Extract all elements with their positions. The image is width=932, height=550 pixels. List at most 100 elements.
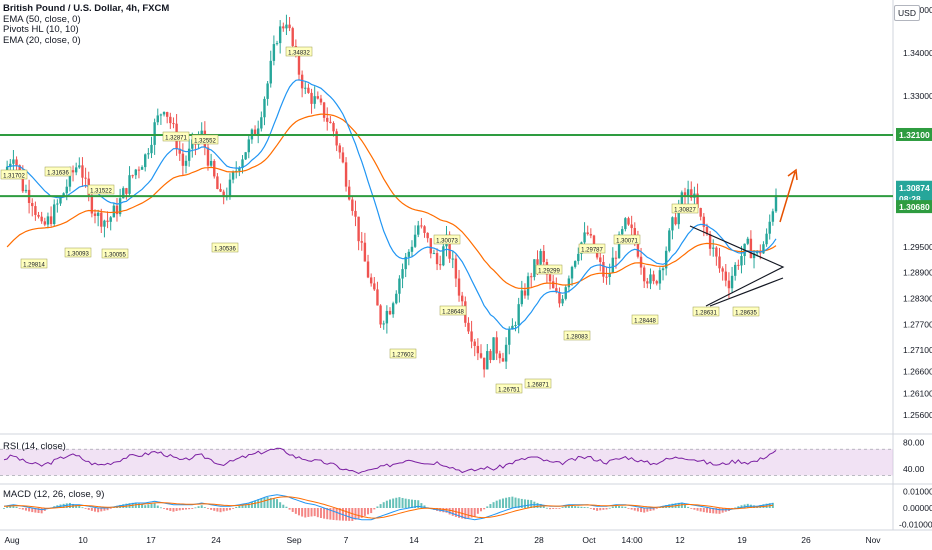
macd-histogram-bar: [379, 504, 382, 508]
candle-body: [595, 251, 599, 258]
candle-body: [74, 167, 78, 173]
candle-body: [420, 225, 423, 227]
candle-body: [222, 191, 225, 198]
pivot-label-text: 1.30536: [214, 247, 236, 253]
candle-body: [768, 221, 771, 234]
symbol-title[interactable]: British Pound / U.S. Dollar, 4h, FXCM: [3, 3, 170, 14]
candle-body: [62, 193, 65, 197]
candle-body: [156, 115, 159, 123]
macd-histogram-bar: [445, 508, 448, 513]
macd-histogram-bar: [414, 499, 417, 508]
pivot-label: 1.27602: [389, 348, 417, 359]
macd-histogram-bar: [294, 508, 297, 514]
macd-histogram-bar: [712, 508, 715, 514]
candle-body: [730, 275, 734, 289]
macd-histogram-bar: [87, 508, 90, 510]
candle-body: [655, 281, 658, 284]
candle-body: [702, 216, 706, 227]
triangle-lower-line: [709, 277, 784, 307]
candle-body: [131, 175, 134, 177]
candle-body: [624, 218, 627, 230]
price-tick-label: 1.34000: [903, 48, 932, 58]
candle-body: [282, 26, 285, 29]
pivot-label: 1.28083: [563, 330, 591, 341]
price-tick-label: 1.27100: [903, 345, 932, 355]
pivot-label-box: [732, 306, 760, 317]
macd-label[interactable]: MACD (12, 26, close, 9): [3, 489, 105, 500]
macd-histogram-bar: [687, 506, 690, 508]
candle-body: [460, 295, 464, 302]
macd-histogram-bar: [279, 502, 282, 508]
candle-body: [470, 331, 473, 342]
price-tag-box: [896, 200, 932, 214]
macd-histogram-bar: [348, 508, 351, 521]
candle-body: [266, 83, 269, 99]
rsi-label[interactable]: RSI (14, close): [3, 441, 66, 452]
macd-histogram-bar: [100, 508, 103, 512]
macd-histogram-bar: [28, 508, 31, 512]
candle-body: [517, 304, 520, 326]
candle-body: [398, 278, 401, 294]
macd-histogram-bar: [319, 508, 322, 518]
candle-body: [256, 128, 260, 135]
pivot-label: 1.30071: [613, 234, 641, 245]
time-axis-label: 12: [675, 535, 685, 545]
macd-histogram-bar: [156, 505, 159, 508]
candle-body: [150, 144, 153, 154]
pivot-label-box: [0, 169, 28, 180]
macd-histogram-bar: [6, 506, 9, 508]
candle-body: [589, 233, 593, 236]
pivot-label-text: 1.29814: [23, 263, 45, 269]
candle-body: [762, 244, 765, 254]
price-tag-text: 08:28: [899, 194, 921, 204]
candle-body: [727, 280, 731, 289]
macd-histogram-bar: [690, 508, 693, 509]
pivot-label-text: 1.28635: [735, 311, 757, 317]
legend-pivots-hl[interactable]: Pivots HL (10, 10): [3, 24, 79, 35]
candle-body: [721, 268, 724, 272]
candle-body: [228, 179, 232, 196]
pivot-label-text: 1.30073: [436, 239, 458, 245]
candle-body: [435, 253, 439, 265]
macd-histogram-bar: [630, 508, 633, 510]
candle-body: [442, 246, 445, 266]
candle-body: [219, 189, 222, 192]
candle-body: [53, 204, 56, 225]
macd-histogram-bar: [31, 508, 34, 513]
time-axis-label: 28: [534, 535, 544, 545]
macd-histogram-bar: [216, 508, 219, 512]
candle-body: [473, 341, 476, 346]
candle-body: [718, 256, 721, 269]
macd-histogram-bar: [263, 497, 266, 508]
candle-body: [555, 288, 558, 293]
candle-body: [391, 303, 395, 315]
price-tick-label: 1.28300: [903, 294, 932, 304]
macd-tick-label: 0.01000: [903, 486, 932, 496]
macd-histogram-bar: [144, 505, 147, 508]
pivot-label: 1.31702: [0, 169, 28, 180]
candle-body: [322, 102, 326, 118]
macd-histogram-bar: [392, 498, 395, 508]
macd-histogram-bar: [272, 498, 275, 508]
candle-body: [137, 169, 141, 171]
macd-histogram-bar: [501, 498, 504, 508]
candle-body: [551, 281, 555, 289]
candle-body: [357, 216, 360, 242]
candle-body: [504, 344, 508, 362]
candle-body: [548, 274, 552, 282]
macd-histogram-bar: [605, 508, 608, 510]
legend-ema-50[interactable]: EMA (50, close, 0): [3, 13, 81, 25]
time-axis-label: 17: [146, 535, 156, 545]
candle-body: [115, 205, 119, 215]
candle-body: [153, 122, 156, 145]
candle-body: [542, 251, 545, 263]
candle-body: [216, 176, 219, 190]
currency-button[interactable]: USD: [894, 5, 920, 21]
candle-body: [379, 305, 382, 325]
pivot-label-text: 1.29299: [538, 269, 560, 275]
legend-ema-20[interactable]: EMA (20, close, 0): [3, 34, 81, 46]
macd-histogram-bar: [523, 499, 526, 508]
macd-histogram-bar: [640, 508, 643, 513]
macd-histogram-bar: [166, 508, 169, 511]
